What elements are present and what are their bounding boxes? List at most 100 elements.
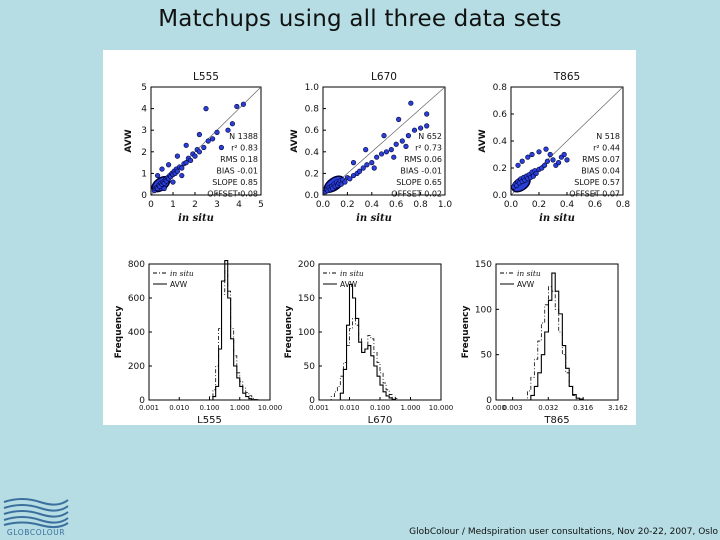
- scatter-point: [561, 151, 567, 158]
- histogram-l670: [318, 263, 442, 401]
- scatter-point: [515, 162, 521, 168]
- series-in-situ: [328, 318, 399, 401]
- stat-label: N 518: [596, 132, 620, 141]
- y-tick-label: 1.0: [305, 83, 320, 93]
- x-tick-label: 0.8: [413, 200, 428, 210]
- y-axis-label: Frequency: [461, 306, 471, 359]
- scatter-l670: [322, 86, 446, 196]
- series-avw: [337, 283, 396, 401]
- y-tick-label: 0.2: [305, 169, 319, 179]
- scatter-point: [550, 157, 556, 163]
- plot-frame: [322, 86, 446, 196]
- scatter-point: [399, 138, 405, 144]
- scatter-point: [529, 151, 535, 158]
- scatter-point: [229, 121, 235, 127]
- scatter-point: [543, 146, 549, 152]
- scatter-point: [536, 149, 542, 155]
- plot-title: L670: [371, 71, 397, 83]
- scatter-point: [418, 125, 424, 131]
- scatter-point: [396, 116, 402, 122]
- y-tick-label: 50: [304, 362, 316, 372]
- y-tick-label: 3: [141, 126, 147, 136]
- scatter-point: [381, 132, 387, 139]
- y-tick-label: 0.2: [493, 164, 507, 174]
- scatter-point: [225, 127, 231, 133]
- plot-frame: [495, 263, 619, 401]
- series-avw: [209, 260, 256, 401]
- y-axis-label: AVW: [290, 129, 300, 152]
- identity-line: [322, 86, 446, 196]
- scatter-point: [218, 144, 224, 151]
- scatter-point: [179, 172, 185, 179]
- x-axis-label: in situ: [539, 213, 575, 224]
- x-tick-label: 0.000: [486, 404, 506, 412]
- y-tick-label: 0.0: [305, 191, 320, 201]
- scatter-point: [342, 179, 348, 185]
- scatter-point: [374, 154, 380, 160]
- scatter-point: [240, 101, 246, 107]
- x-axis-label: L670: [368, 415, 393, 425]
- series-in-situ: [523, 286, 577, 401]
- y-axis-label: AVW: [124, 129, 134, 152]
- x-tick-label: 0.6: [588, 200, 603, 210]
- x-tick-label: 0.0: [316, 200, 331, 210]
- legend-label: AVW: [340, 280, 358, 289]
- stat-label: SLOPE 0.57: [574, 178, 620, 187]
- scatter-point: [170, 179, 176, 185]
- x-tick-label: 0.4: [560, 200, 575, 210]
- x-tick-label: 0.8: [616, 200, 631, 210]
- y-tick-label: 600: [128, 294, 145, 304]
- scatter-point: [203, 105, 209, 112]
- y-tick-label: 0.6: [305, 126, 320, 136]
- x-tick-label: 5: [258, 200, 264, 210]
- x-tick-label: 0.2: [532, 200, 546, 210]
- legend-label: AVW: [517, 280, 535, 289]
- legend-label: in situ: [340, 269, 364, 278]
- x-tick-label: 0.316: [573, 404, 594, 412]
- stat-label: N 1388: [229, 132, 258, 141]
- y-tick-label: 0.6: [493, 110, 508, 120]
- y-tick-label: 0: [141, 191, 147, 201]
- x-tick-label: 0.0: [504, 200, 519, 210]
- globcolour-logo: GLOBCOLOUR: [3, 498, 69, 537]
- y-tick-label: 0: [309, 396, 315, 406]
- y-tick-label: 200: [298, 260, 315, 270]
- stat-label: r² 0.44: [593, 143, 620, 152]
- scatter-point: [544, 158, 551, 164]
- y-tick-label: 5: [141, 83, 147, 93]
- y-tick-label: 1: [141, 169, 147, 179]
- scatter-point: [183, 159, 189, 166]
- scatter-point: [533, 170, 539, 176]
- scatter-point: [154, 172, 161, 179]
- scatter-point: [360, 165, 366, 171]
- x-tick-label: 0.001: [139, 404, 159, 412]
- scatter-point: [179, 165, 185, 171]
- x-tick-label: 10.000: [429, 404, 454, 412]
- x-tick-label: 0.010: [169, 404, 189, 412]
- scatter-point: [161, 185, 167, 192]
- scatter-point: [174, 153, 180, 159]
- y-tick-label: 0.4: [493, 137, 508, 147]
- scatter-point: [364, 162, 370, 168]
- x-tick-label: 2: [192, 200, 198, 210]
- y-tick-label: 0.0: [493, 191, 508, 201]
- y-tick-label: 0.8: [493, 83, 508, 93]
- scatter-l555: [150, 86, 262, 196]
- scatter-point: [363, 147, 369, 153]
- histogram-l555: [148, 260, 271, 401]
- plot-title: T865: [553, 71, 580, 83]
- x-tick-label: 0.100: [370, 404, 390, 412]
- stat-label: BIAS -0.01: [216, 166, 258, 175]
- scatter-point: [391, 154, 397, 160]
- y-tick-label: 200: [128, 362, 145, 372]
- scatter-point: [192, 153, 198, 159]
- y-tick-label: 150: [475, 260, 492, 270]
- legend-label: in situ: [517, 269, 541, 278]
- scatter-point: [214, 129, 220, 135]
- x-tick-label: 0.003: [503, 404, 523, 412]
- scatter-point: [542, 162, 548, 168]
- y-tick-label: 50: [481, 351, 493, 361]
- scatter-point: [403, 143, 409, 149]
- scatter-t865: [510, 86, 624, 196]
